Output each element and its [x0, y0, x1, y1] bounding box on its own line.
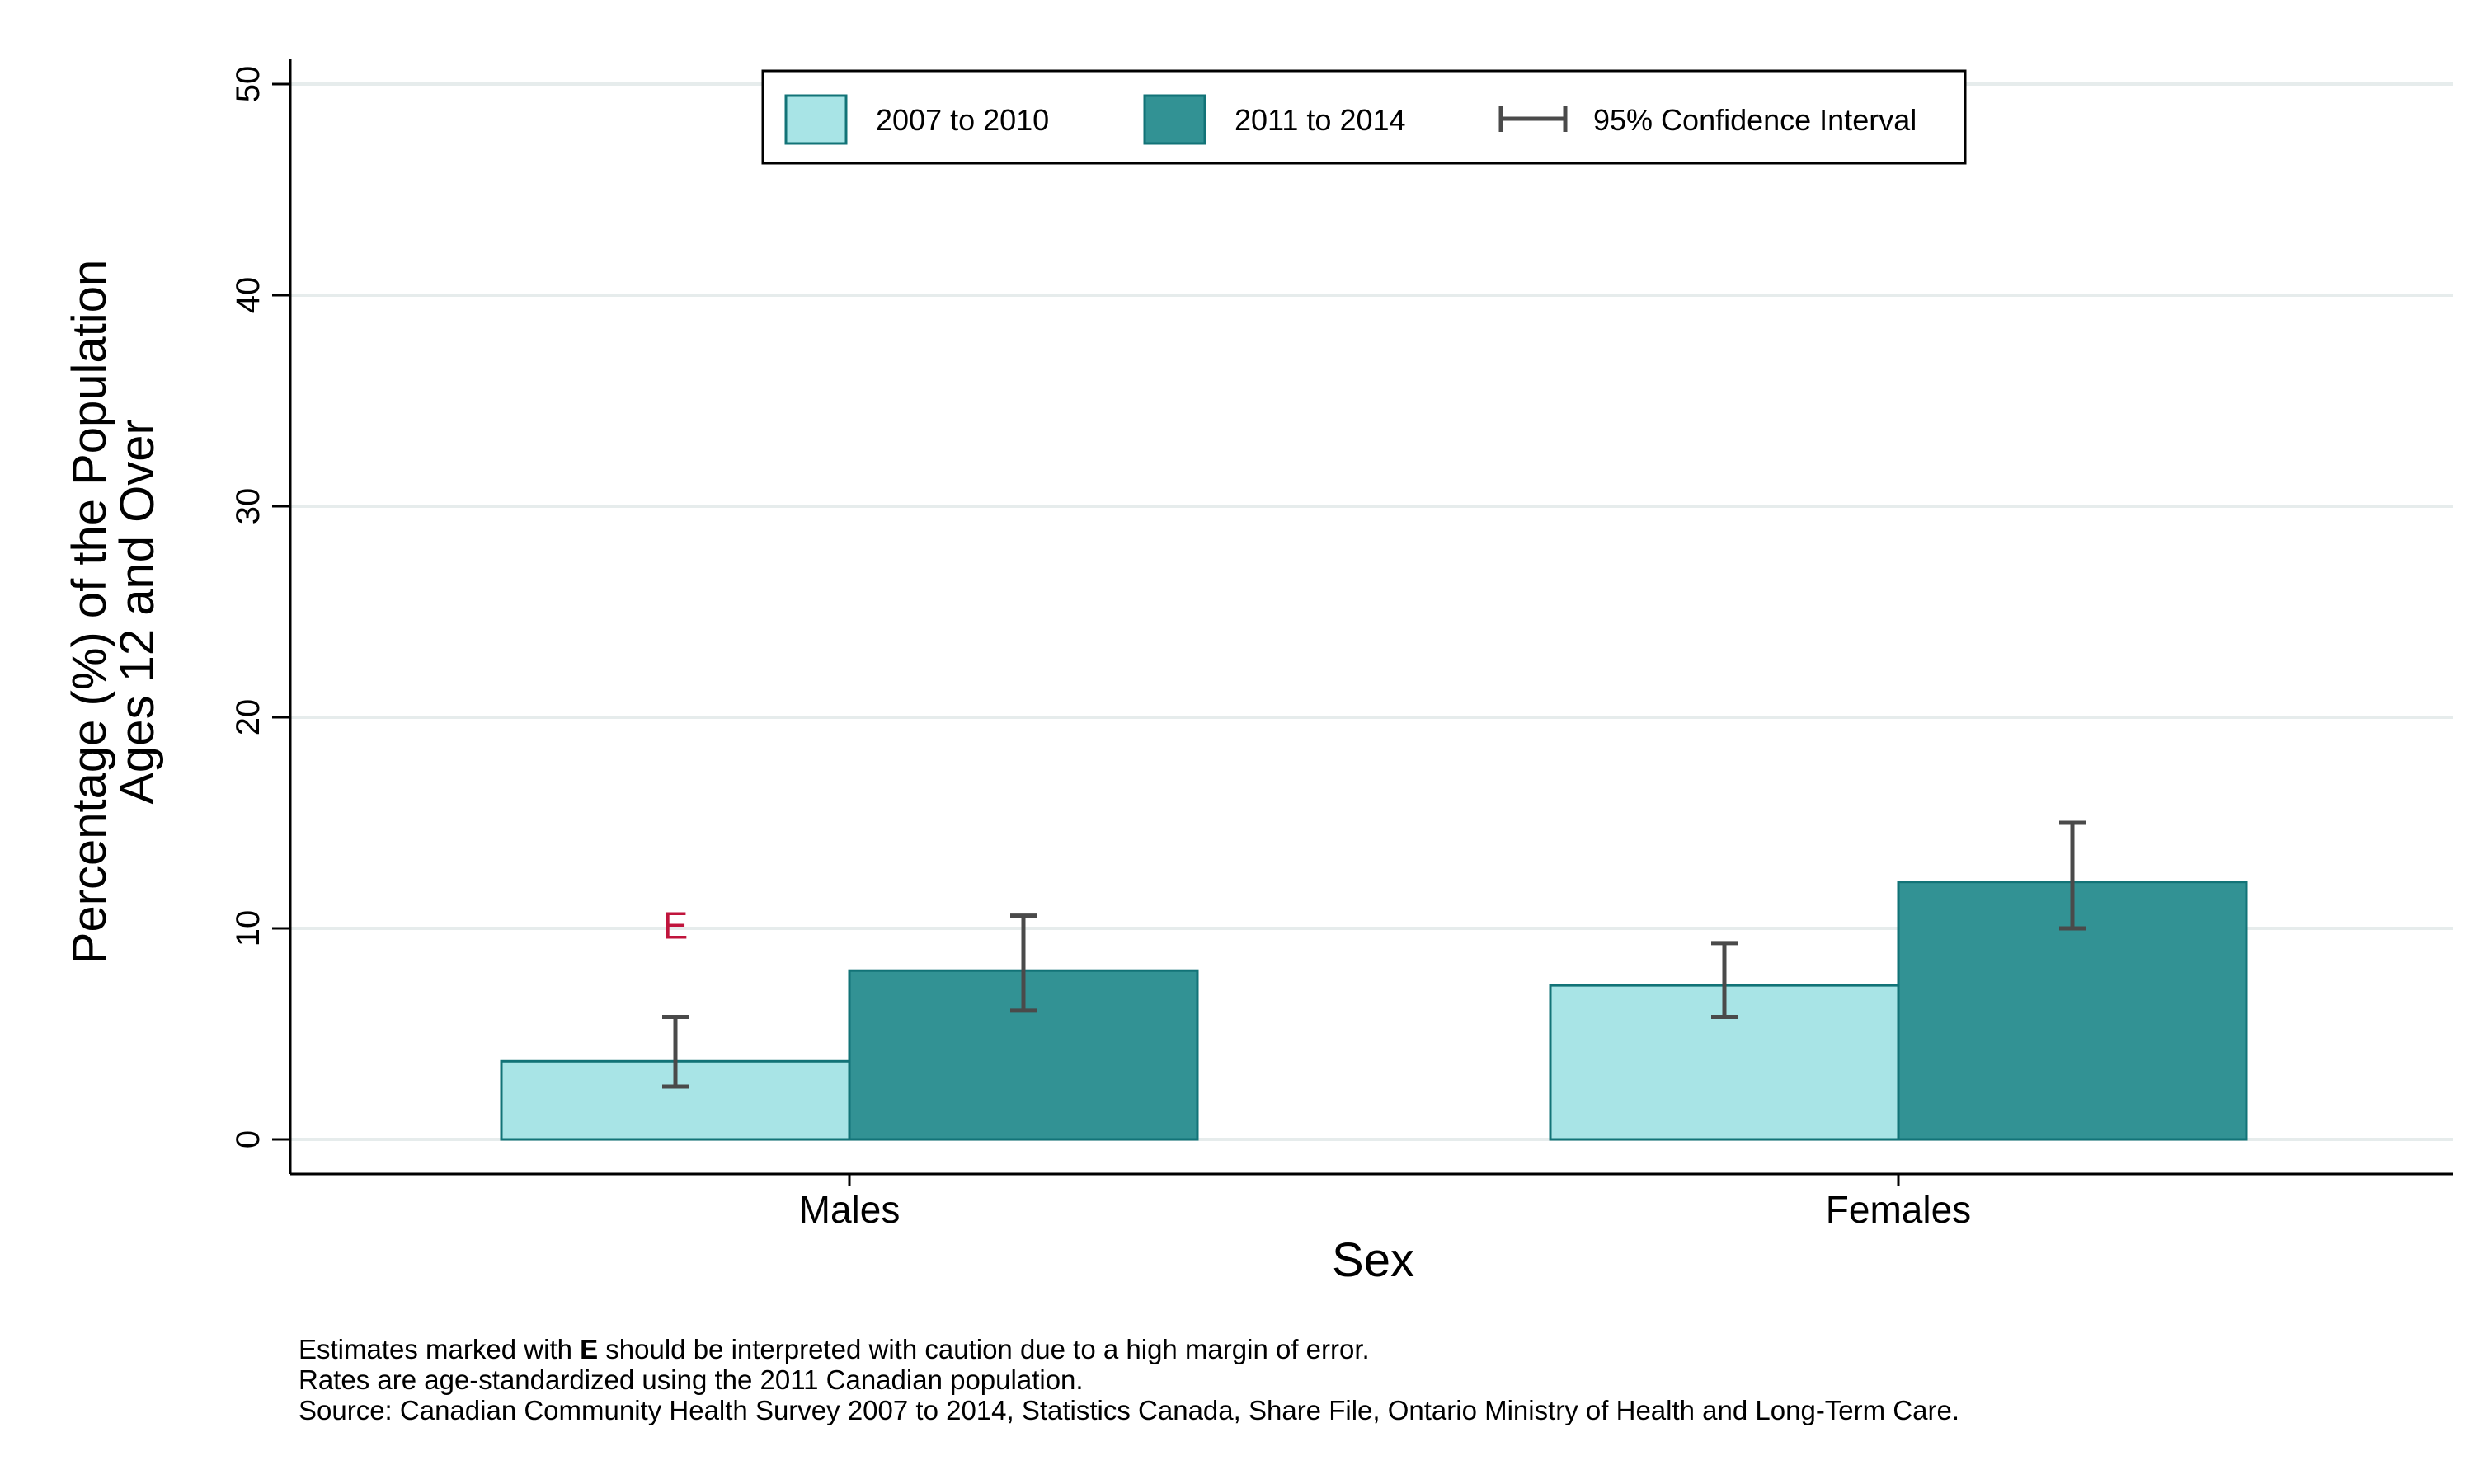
legend: 2007 to 2010 2011 to 2014 95% Confidence I… [761, 69, 1967, 165]
legend-label: 2011 to 2014 [1235, 103, 1406, 137]
footnotes: Estimates marked with E should be interp… [299, 1334, 1959, 1425]
y-tick-label: 10 [230, 910, 266, 947]
bars: E [500, 820, 2248, 1141]
estimate-flag-marker: E [663, 904, 689, 947]
legend-label: 2007 to 2010 [876, 103, 1049, 137]
legend-label: 95% Confidence Interval [1593, 103, 1917, 137]
y-axis-title: Ages 12 and Over [111, 419, 164, 805]
footnote-e-marker: E [580, 1334, 599, 1364]
footnote-standardization: Rates are age-standardized using the 201… [299, 1364, 1084, 1395]
legend-swatch [784, 94, 848, 145]
footnote-source: Source: Canadian Community Health Survey… [299, 1395, 1959, 1425]
axis-labels: Sex Percentage (%) of the PopulationAges … [63, 260, 1414, 1287]
y-tick-label: 30 [230, 488, 266, 525]
legend-swatch [1143, 94, 1206, 145]
y-tick-label: 40 [230, 277, 266, 314]
axes: 0 10 20 30 40 50 Males Females [230, 59, 2453, 1231]
y-tick-label: 50 [230, 66, 266, 103]
x-tick-label: Males [799, 1188, 901, 1231]
y-axis-title: Percentage (%) of the Population [63, 260, 116, 964]
y-tick-label: 0 [230, 1130, 266, 1148]
y-tick-label: 20 [230, 699, 266, 736]
x-tick-label: Females [1826, 1188, 1971, 1231]
footnote-caution: Estimates marked with E should be interp… [299, 1334, 1370, 1364]
legend-box [761, 69, 1967, 165]
x-axis-title: Sex [1332, 1233, 1414, 1287]
